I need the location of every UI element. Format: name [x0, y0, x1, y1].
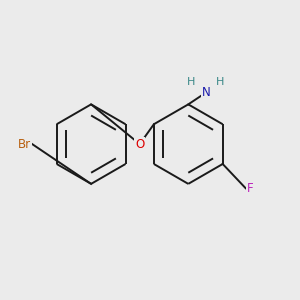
Text: N: N: [202, 86, 210, 99]
Text: F: F: [247, 182, 254, 195]
Text: O: O: [135, 138, 144, 151]
Text: H: H: [216, 77, 225, 87]
Text: H: H: [187, 77, 196, 87]
Text: Br: Br: [18, 138, 31, 151]
